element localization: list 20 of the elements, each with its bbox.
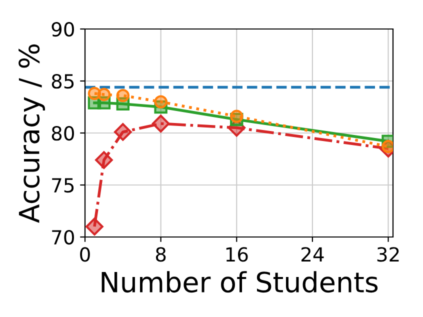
point xyxy=(114,123,132,141)
point xyxy=(86,218,104,236)
x-tick-label: 0 xyxy=(80,247,90,262)
x-tick-label: 8 xyxy=(156,247,166,262)
y-tick-label: 70 xyxy=(52,230,74,245)
x-tick-label: 24 xyxy=(302,247,324,262)
point xyxy=(230,110,244,123)
point xyxy=(97,88,111,102)
x-tick-label: 32 xyxy=(377,247,399,262)
x-tick-label: 16 xyxy=(226,247,248,262)
point xyxy=(154,95,168,108)
y-tick-label: 75 xyxy=(52,178,74,193)
y-tick-label: 90 xyxy=(52,22,74,37)
point xyxy=(152,114,170,133)
point xyxy=(116,88,130,102)
y-tick-label: 85 xyxy=(52,74,74,89)
y-axis-title: Accuracy / % xyxy=(18,44,45,223)
y-tick-label: 80 xyxy=(52,126,74,141)
point xyxy=(95,151,113,169)
x-axis-title: Number of Students xyxy=(102,271,378,293)
